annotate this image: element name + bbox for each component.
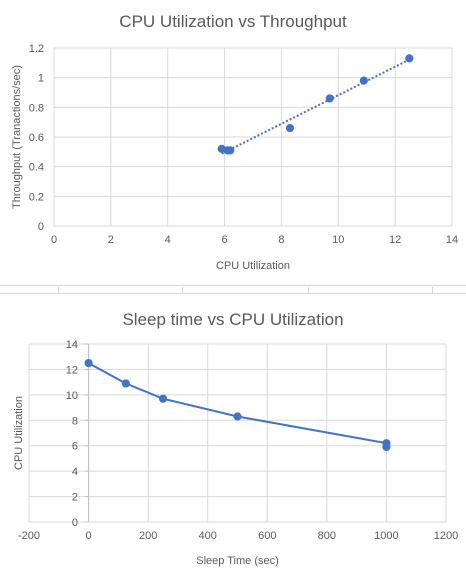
data-point <box>285 124 295 133</box>
data-point <box>226 146 235 155</box>
x-tick-label: 6 <box>222 234 228 246</box>
y-tick-label: 12 <box>66 364 78 376</box>
x-tick-label: 0 <box>86 530 92 542</box>
chart-sleep-vs-cpu: Sleep time vs CPU Utilization -200 0 200 400… <box>0 298 466 583</box>
chart-title: CPU Utilization vs Throughput <box>119 12 347 31</box>
y-tick-label: 6 <box>72 441 78 453</box>
y-axis-title: Throughput (Tranactions/sec) <box>11 65 23 209</box>
data-point <box>382 442 391 452</box>
y-tick-label: 0.6 <box>29 132 44 144</box>
x-axis-title: Sleep Time (sec) <box>196 555 279 567</box>
data-point <box>405 54 414 63</box>
y-tick-label: 0 <box>72 517 78 529</box>
chart-separator <box>0 285 466 295</box>
x-tick-label: 800 <box>318 530 336 542</box>
chart-title: Sleep time vs CPU Utilization <box>122 310 343 329</box>
series-line <box>88 362 388 447</box>
x-axis-title: CPU Utilization <box>216 260 290 272</box>
chart2-svg: Sleep time vs CPU Utilization -200 0 200 400… <box>13 310 458 567</box>
x-tick-label: 14 <box>446 234 458 246</box>
y-tick-label: 0.8 <box>29 102 44 114</box>
x-tick-label: 8 <box>278 234 284 246</box>
x-tick-label: -200 <box>18 530 40 542</box>
data-point <box>84 358 93 368</box>
y-axis-title: CPU Utilization <box>13 396 25 470</box>
y-tick-label: 4 <box>72 466 78 478</box>
y-tick-label: 0 <box>38 221 44 233</box>
x-tick-label: 12 <box>389 234 401 246</box>
x-tick-label: 0 <box>51 234 57 246</box>
x-tick-label: 200 <box>139 530 157 542</box>
data-point <box>233 412 242 421</box>
x-tick-label: 1200 <box>434 530 458 542</box>
x-tick-label: 1000 <box>374 530 398 542</box>
y-tick-label: 10 <box>66 390 78 402</box>
data-point <box>158 394 168 403</box>
y-tick-label: 1 <box>38 73 44 85</box>
data-point <box>121 379 130 388</box>
y-tick-label: 0.2 <box>29 191 44 203</box>
y-tick-label: 8 <box>72 415 78 427</box>
x-tick-label: 400 <box>199 530 217 542</box>
x-tick-label: 600 <box>258 530 276 542</box>
data-point <box>325 94 334 103</box>
chart-cpu-vs-throughput: CPU Utilization vs Throughput 0 2 4 6 8 10 12 14… <box>0 0 466 282</box>
y-tick-label: 14 <box>66 339 78 351</box>
y-tick-label: 2 <box>72 492 78 504</box>
x-tick-label: 2 <box>108 234 114 246</box>
y-tick-label: 0.4 <box>29 162 44 174</box>
y-tick-label: 1.2 <box>29 43 44 55</box>
trendline <box>221 58 410 155</box>
x-tick-label: 4 <box>165 234 171 246</box>
x-tick-label: 10 <box>332 234 344 246</box>
data-point <box>359 76 368 85</box>
